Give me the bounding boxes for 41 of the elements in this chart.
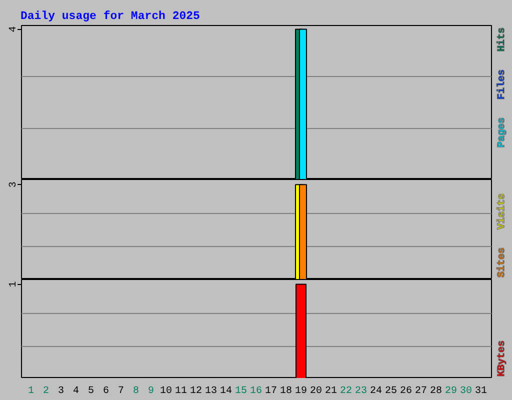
y-tick-label: 1 [8, 281, 20, 288]
x-tick-label: 27 [415, 386, 428, 397]
x-tick-label: 29 [445, 386, 458, 397]
x-tick-label: 23 [355, 386, 368, 397]
x-tick-label: 17 [265, 386, 278, 397]
x-tick-label: 7 [118, 386, 124, 397]
x-tick-label: 26 [400, 386, 412, 397]
x-tick-label: 13 [205, 386, 218, 397]
x-tick-label: 19 [295, 386, 308, 397]
x-tick-label: 2 [43, 386, 50, 397]
x-tick-label: 22 [340, 386, 352, 397]
y-tick-label: 3 [8, 182, 20, 188]
x-tick-label: 16 [250, 386, 262, 397]
x-tick-label: 4 [73, 386, 80, 397]
x-tick-label: 3 [58, 386, 64, 397]
x-tick-label: 6 [103, 386, 110, 397]
x-tick-label: 20 [310, 386, 322, 397]
x-tick-label: 9 [148, 386, 154, 397]
x-tick-label: 1 [28, 386, 34, 397]
y-tick-label: 4 [8, 26, 20, 32]
x-tick-label: 18 [280, 386, 292, 397]
legend-label: Files [496, 69, 508, 100]
text: KBytes [497, 340, 508, 376]
x-tick-label: 11 [175, 386, 188, 397]
x-tick-label: 31 [475, 386, 488, 397]
x-tick-label: 10 [160, 386, 172, 397]
x-tick-label: 25 [385, 386, 398, 397]
x-tick-label: 21 [325, 386, 338, 397]
x-tick-label: 8 [133, 386, 140, 397]
chart-title: Daily usage for March 2025 [20, 10, 200, 23]
x-tick-label: 5 [88, 386, 94, 397]
x-tick-label: 12 [190, 386, 202, 397]
text: Sites [496, 247, 508, 278]
text: Visits [496, 193, 508, 230]
text: Pages [497, 117, 508, 148]
x-tick-label: 15 [235, 386, 248, 397]
text: Hits [496, 27, 508, 52]
x-tick-label: 30 [460, 386, 472, 397]
x-tick-label: 24 [370, 386, 382, 397]
x-tick-label: 28 [430, 386, 442, 397]
x-tick-label: 14 [220, 386, 232, 397]
